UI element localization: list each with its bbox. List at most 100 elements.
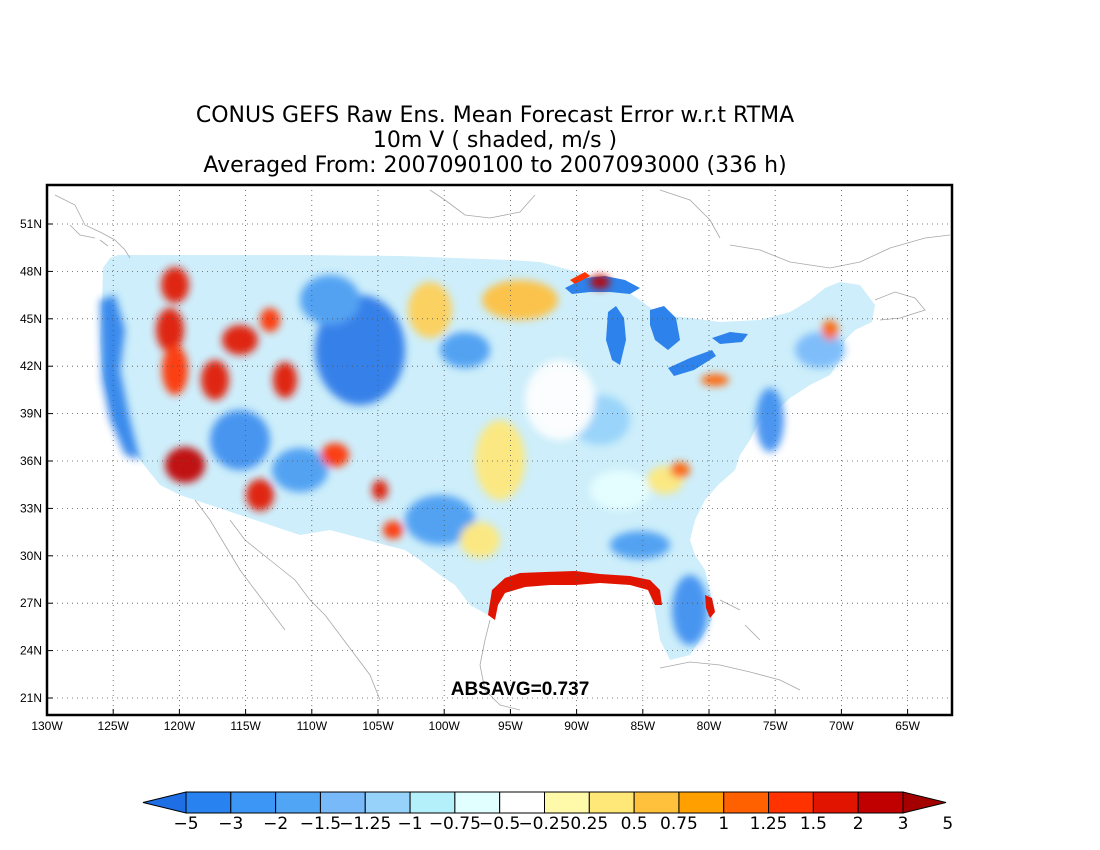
field-blue-texas xyxy=(405,495,475,545)
field-blue-great-basin xyxy=(210,410,270,470)
cuba-outline xyxy=(659,661,801,691)
colorbar-min-arrow xyxy=(142,791,187,814)
colorbar-label: −0.25 xyxy=(518,814,570,834)
field-red-socal xyxy=(165,447,205,483)
lat-tick-label: 42N xyxy=(20,359,42,373)
colorbar-swatch xyxy=(454,791,501,814)
lat-tick-label: 30N xyxy=(20,549,42,563)
field-blue-southwest xyxy=(272,448,328,492)
lat-tick-label: 51N xyxy=(20,217,42,231)
field-white-southeast xyxy=(590,470,650,510)
colorbar-label: 1 xyxy=(718,814,729,834)
lon-tick-label: 115W xyxy=(230,719,261,733)
lon-tick-label: 90W xyxy=(564,719,589,733)
colorbar-label: −1.25 xyxy=(339,814,391,834)
colorbar-label: −0.5 xyxy=(479,814,520,834)
colorbar-swatch xyxy=(499,791,545,814)
field-red-montana xyxy=(260,308,280,332)
lat-tick-label: 21N xyxy=(20,691,42,705)
lon-tick-label: 125W xyxy=(98,719,130,733)
lon-tick-label: 65W xyxy=(895,719,920,733)
colorbar-swatch xyxy=(723,791,770,814)
title-line-3: Averaged From: 2007090100 to 2007093000 … xyxy=(203,153,787,178)
colorbar-label: 1.5 xyxy=(800,814,827,834)
colorbar-label: 0.5 xyxy=(621,814,648,834)
colorbar-swatch xyxy=(588,791,635,814)
field-red-utah xyxy=(273,362,297,398)
title-line-2: 10m V ( shaded, m/s ) xyxy=(372,128,618,153)
colorbar: −5 −3 −2 −1.5−1.25 −1 −0.75−0.5−0.25 0.25 0.5 0.… xyxy=(142,791,953,834)
field-blue-florida xyxy=(672,575,708,645)
lake-huron xyxy=(650,306,680,350)
colorbar-swatch xyxy=(319,791,366,814)
field-blue-nplains xyxy=(440,332,490,368)
colorbar-swatch xyxy=(275,791,321,814)
field-red-sierra xyxy=(162,345,188,395)
colorbar-swatch xyxy=(768,791,814,814)
lat-tick-label: 48N xyxy=(20,264,42,278)
maritimes-outline xyxy=(874,291,926,321)
title-line-1: CONUS GEFS Raw Ens. Mean Forecast Error … xyxy=(195,103,795,128)
lat-tick-label: 24N xyxy=(20,644,42,658)
lat-axis: 51N 48N 45N 42N 39N 36N 33N 30N 27N 24N 21N xyxy=(20,217,53,705)
field-blue-north-rockies xyxy=(300,275,360,325)
field-red-washington xyxy=(161,267,189,303)
field-blue-ne xyxy=(795,332,845,368)
lake-erie xyxy=(668,350,716,376)
colorbar-label: −3 xyxy=(218,814,243,834)
canada-east-outline xyxy=(659,189,951,269)
lon-tick-label: 95W xyxy=(498,719,523,733)
lon-tick-label: 85W xyxy=(630,719,655,733)
field-red-gulfcoast xyxy=(488,571,662,620)
error-field xyxy=(100,267,845,645)
colorbar-label: −1 xyxy=(398,814,423,834)
colorbar-label: 2 xyxy=(853,814,864,834)
absavg-annotation: ABSAVG=0.737 xyxy=(451,679,590,700)
field-yellow-texas-south xyxy=(460,522,500,558)
field-red-idaho xyxy=(222,325,258,355)
field-blue-gulf-coast xyxy=(610,531,670,559)
field-red-michigan xyxy=(590,275,610,289)
field-red-oregon xyxy=(156,308,184,352)
colorbar-swatch xyxy=(857,791,904,814)
hudson-bay-outline xyxy=(429,189,536,219)
lon-tick-label: 75W xyxy=(763,719,788,733)
colorbar-max-arrow xyxy=(902,791,947,814)
baja-outline xyxy=(194,499,286,631)
graticule xyxy=(47,185,952,715)
colorbar-label: 5 xyxy=(942,814,953,834)
field-red-westtexas xyxy=(372,480,388,500)
colorbar-swatch xyxy=(678,791,725,814)
colorbar-label: 1.25 xyxy=(750,814,788,834)
outline-lines xyxy=(54,189,951,711)
bahamas-outline xyxy=(719,599,761,641)
field-white-central xyxy=(525,360,595,440)
field-yellow-dakotas xyxy=(408,282,452,338)
mexico-outline-west xyxy=(229,519,381,701)
field-red-east xyxy=(701,374,729,386)
canada-coast-west xyxy=(54,194,131,259)
lon-axis: 130W 125W 120W 115W 110W 105W 100W 95W 90W 85W 80W… xyxy=(31,709,921,733)
lat-tick-label: 33N xyxy=(20,501,42,515)
chart-title: CONUS GEFS Raw Ens. Mean Forecast Error … xyxy=(150,103,840,178)
lat-tick-label: 45N xyxy=(20,312,42,326)
canada-islands-west xyxy=(69,224,109,247)
colorbar-swatch xyxy=(544,791,590,814)
lake-michigan xyxy=(606,306,626,365)
colorbar-label: −2 xyxy=(263,814,288,834)
field-yellow-plains xyxy=(475,420,525,500)
field-red-nevada xyxy=(201,360,229,400)
colorbar-swatch xyxy=(230,791,277,814)
lon-tick-label: 80W xyxy=(697,719,722,733)
lon-tick-label: 120W xyxy=(164,719,196,733)
field-red-southtexas xyxy=(383,521,403,539)
colorbar-label: 0.75 xyxy=(660,814,698,834)
mexico-gulf-outline xyxy=(479,619,521,711)
colorbar-swatch xyxy=(633,791,680,814)
field-blue-westcoast xyxy=(100,295,140,460)
colorbar-label: 0.25 xyxy=(570,814,608,834)
colorbar-label: −5 xyxy=(173,814,198,834)
field-red-lake-michigan-shore xyxy=(570,272,590,284)
lon-tick-label: 100W xyxy=(429,719,461,733)
